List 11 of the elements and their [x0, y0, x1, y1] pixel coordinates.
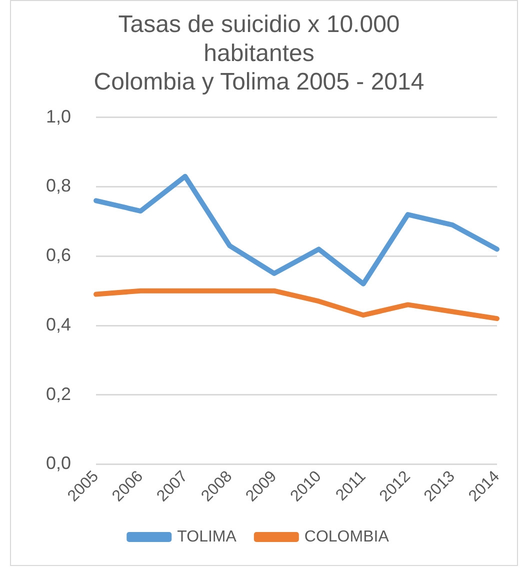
y-tick-label: 0,2 — [46, 384, 72, 404]
y-tick-label: 0,8 — [46, 176, 72, 196]
y-tick-label: 0,0 — [46, 453, 72, 474]
text: Tasas de suicidio x 10.000 — [118, 11, 400, 38]
text: Colombia y Tolima 2005 - 2014 — [94, 68, 424, 96]
legend-label: COLOMBIA — [304, 528, 390, 546]
legend-label: TOLIMA — [177, 528, 237, 546]
y-tick-label: 0,4 — [46, 314, 72, 334]
text: habitantes — [204, 40, 314, 67]
y-tick-label: 0,6 — [46, 245, 72, 266]
y-tick-label: 1,0 — [46, 106, 72, 126]
